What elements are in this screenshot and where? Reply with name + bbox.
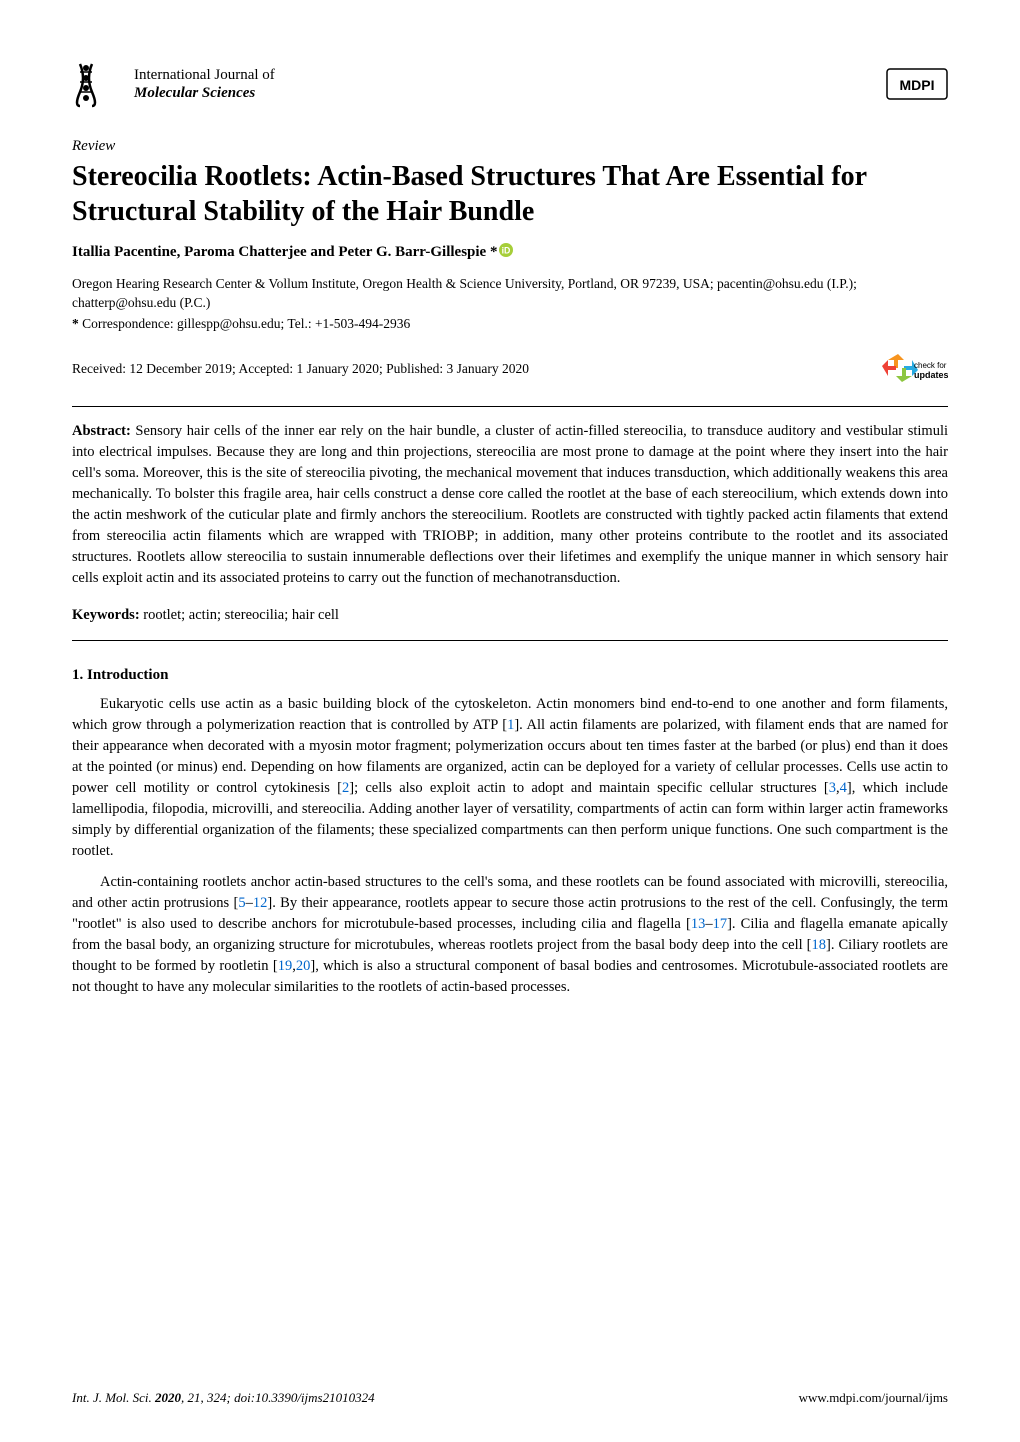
correspondence: * Correspondence: gillespp@ohsu.edu; Tel… [72, 315, 948, 334]
page-title: Stereocilia Rootlets: Actin-Based Struct… [72, 159, 948, 229]
svg-text:MDPI: MDPI [900, 77, 935, 93]
keywords-label: Keywords: [72, 607, 140, 623]
keywords: Keywords: rootlet; actin; stereocilia; h… [72, 605, 948, 626]
footer-journal: Int. J. Mol. Sci. [72, 1390, 152, 1405]
keywords-text: rootlet; actin; stereocilia; hair cell [143, 607, 339, 623]
footer: Int. J. Mol. Sci. 2020, 21, 324; doi:10.… [72, 1390, 948, 1406]
journal-name: International Journal of Molecular Scien… [134, 66, 275, 102]
cite-dash-2: – [705, 916, 712, 932]
abstract-block: Abstract: Sensory hair cells of the inne… [72, 406, 948, 641]
affiliation: Oregon Hearing Research Center & Vollum … [72, 275, 948, 313]
footer-page: 324; doi:10.3390/ijms21010324 [207, 1390, 375, 1405]
ijms-logo-icon [72, 58, 124, 110]
citation-4[interactable]: 4 [840, 780, 847, 796]
article-type: Review [72, 138, 948, 155]
journal-name-line2: Molecular Sciences [134, 84, 275, 102]
paragraph-1: Eukaryotic cells use actin as a basic bu… [72, 694, 948, 862]
authors: Itallia Pacentine, Paroma Chatterjee and… [72, 243, 948, 261]
footer-vol: 21 [188, 1390, 201, 1405]
correspondence-text: Correspondence: gillespp@ohsu.edu; Tel.:… [82, 316, 410, 331]
citation-19[interactable]: 19 [278, 958, 293, 974]
citation-13[interactable]: 13 [691, 916, 706, 932]
authors-text: Itallia Pacentine, Paroma Chatterjee and… [72, 244, 497, 260]
abstract-text: Sensory hair cells of the inner ear rely… [72, 423, 948, 586]
section-1-heading: 1. Introduction [72, 667, 948, 684]
footer-left: Int. J. Mol. Sci. 2020, 21, 324; doi:10.… [72, 1390, 375, 1406]
footer-right: www.mdpi.com/journal/ijms [799, 1390, 948, 1406]
citation-20[interactable]: 20 [296, 958, 311, 974]
citation-12[interactable]: 12 [253, 895, 268, 911]
journal-name-line1: International Journal of [134, 66, 275, 84]
publication-dates: Received: 12 December 2019; Accepted: 1 … [72, 361, 529, 377]
citation-3[interactable]: 3 [829, 780, 836, 796]
footer-year: 2020 [155, 1390, 181, 1405]
paragraph-2: Actin-containing rootlets anchor actin-b… [72, 872, 948, 998]
abstract: Abstract: Sensory hair cells of the inne… [72, 421, 948, 589]
header-row: International Journal of Molecular Scien… [72, 58, 948, 110]
citation-5[interactable]: 5 [238, 895, 245, 911]
para1-text-c: ]; cells also exploit actin to adopt and… [349, 780, 829, 796]
check-updates-icon[interactable]: check for updates [878, 350, 948, 388]
citation-18[interactable]: 18 [812, 937, 827, 953]
svg-text:check for: check for [914, 361, 947, 370]
journal-logo: International Journal of Molecular Scien… [72, 58, 275, 110]
correspondence-marker: * [72, 316, 79, 331]
svg-text:iD: iD [502, 246, 511, 256]
mdpi-logo-icon: MDPI [886, 68, 948, 100]
citation-17[interactable]: 17 [713, 916, 728, 932]
abstract-label: Abstract: [72, 423, 131, 439]
cite-dash-1: – [246, 895, 253, 911]
dates-row: Received: 12 December 2019; Accepted: 1 … [72, 350, 948, 388]
orcid-icon: iD [499, 243, 513, 257]
svg-text:updates: updates [914, 370, 948, 380]
